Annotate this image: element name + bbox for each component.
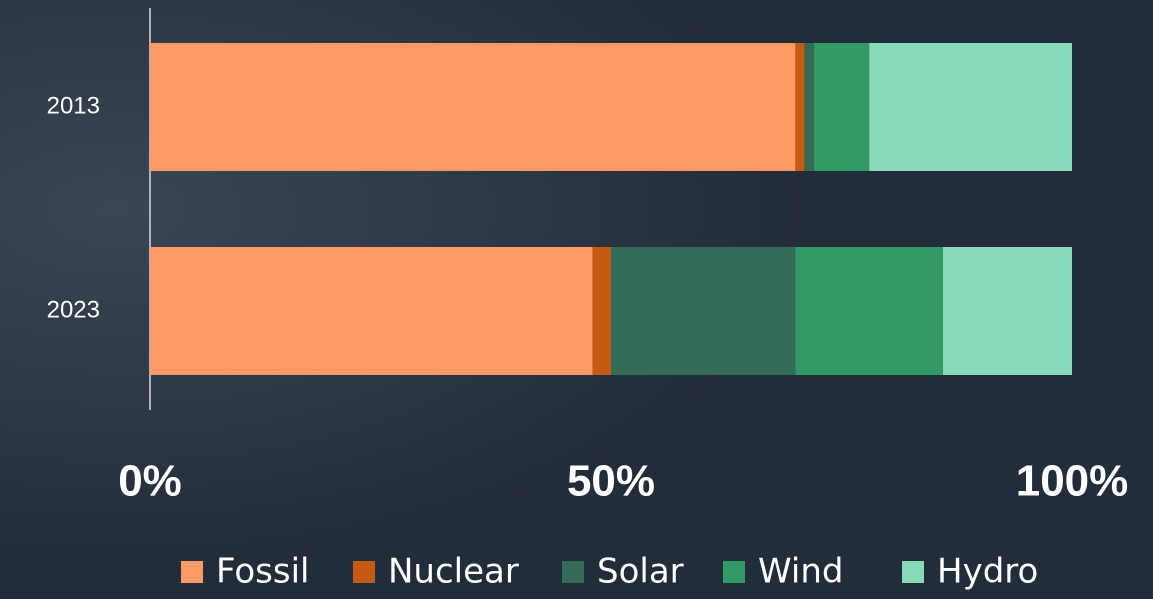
- x-tick-label: 0%: [118, 457, 182, 506]
- legend-swatch: [353, 561, 375, 583]
- bar-segment: [593, 247, 611, 375]
- legend-label: Fossil: [216, 552, 309, 592]
- bar-segment: [795, 43, 804, 171]
- legend-label: Hydro: [937, 552, 1038, 592]
- bar-segment: [611, 247, 795, 375]
- y-tick-label: 2013: [47, 92, 100, 119]
- legend-swatch: [723, 561, 745, 583]
- bar-segment: [795, 247, 943, 375]
- bar-segment: [869, 43, 1072, 171]
- x-tick-label: 100%: [1016, 457, 1129, 506]
- legend-label: Nuclear: [388, 552, 519, 592]
- legend-swatch: [181, 561, 203, 583]
- bar-segment: [805, 43, 814, 171]
- bar-segment: [943, 247, 1072, 375]
- legend-swatch: [902, 561, 924, 583]
- bar-segment: [150, 43, 795, 171]
- chart: 2013 2023 0% 50% 100% Fossil Nuclear Solar Wind H…: [0, 0, 1153, 599]
- legend-label: Wind: [758, 552, 843, 592]
- y-tick-label: 2023: [47, 296, 100, 323]
- legend-swatch: [562, 561, 584, 583]
- page: 2013 2023 0% 50% 100% Fossil Nuclear Solar Wind H…: [0, 0, 1153, 599]
- x-tick-label: 50%: [567, 457, 655, 506]
- bar-segment: [150, 247, 593, 375]
- bar-segment: [814, 43, 869, 171]
- legend-label: Solar: [597, 552, 684, 592]
